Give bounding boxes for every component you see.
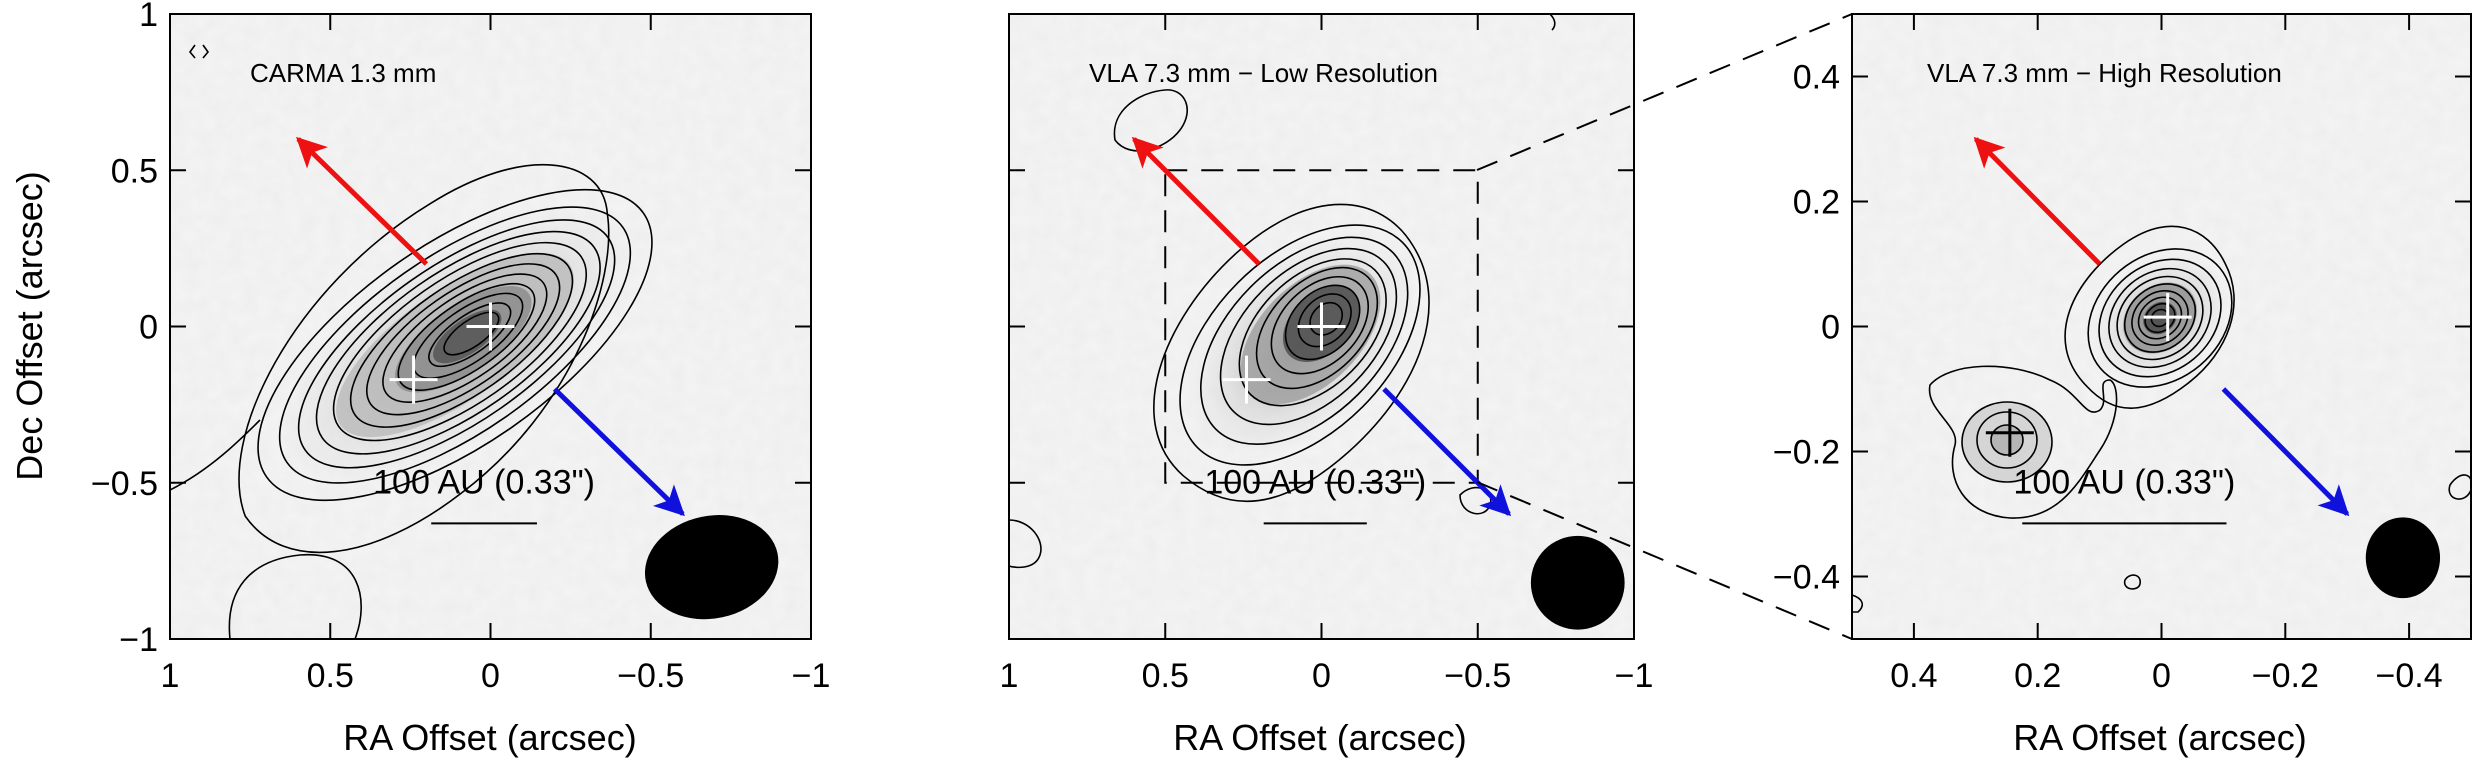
vla-low-source-marker: [1222, 355, 1271, 404]
vla-high-x-tick-label: 0.4: [1890, 657, 1937, 695]
carma-y-axis-title: Dec Offset (arcsec): [9, 171, 50, 480]
carma-x-tick-label: −1: [792, 657, 831, 695]
carma-x-axis-title: RA Offset (arcsec): [343, 717, 636, 758]
vla-high-overlay: 100 AU (0.33"): [1973, 136, 2441, 599]
carma-contours: [238, 163, 653, 554]
vla-high-y-tick-label: −0.4: [1773, 559, 1840, 597]
carma-y-tick-label: −0.5: [91, 465, 158, 503]
vla-low-x-axis-title: RA Offset (arcsec): [1173, 717, 1466, 758]
vla-high-source-marker: [2143, 293, 2192, 342]
vla-low-scale-bar-label: 100 AU (0.33"): [1204, 463, 1426, 501]
carma-x-tick-label: 0: [481, 657, 500, 695]
panel-vla-low: VLA 7.3 mm − Low Resolution 1 0.5 0 −0.5 −1 …: [1000, 13, 1654, 758]
carma-beam-ellipse: [644, 515, 779, 620]
carma-y-tick-label: 0: [139, 309, 158, 347]
vla-high-y-tick-label: 0: [1821, 309, 1840, 347]
vla-low-x-tick-label: −0.5: [1444, 657, 1511, 695]
vla-high-beam-ellipse: [2365, 517, 2441, 599]
vla-high-emission-map: [1852, 14, 2471, 639]
vla-low-redshifted-outflow-arrow: [1131, 136, 1261, 266]
carma-y-tick-label: 1: [139, 0, 158, 34]
vla-high-panel-title: VLA 7.3 mm − High Resolution: [1927, 58, 2282, 88]
vla-high-y-tick-label: 0.4: [1793, 59, 1840, 97]
vla-high-secondary-contours: [1852, 365, 2471, 613]
zoom-connector-lines: [1476, 13, 1853, 640]
carma-x-tick-label: 1: [161, 657, 180, 695]
vla-high-x-tick-label: −0.4: [2376, 657, 2443, 695]
vla-high-blueshifted-outflow-arrow: [2221, 387, 2350, 517]
vla-low-source-marker: [1297, 302, 1346, 351]
carma-overlay: 100 AU (0.33"): [296, 136, 779, 620]
carma-source-marker: [389, 355, 438, 404]
carma-x-tick-label: −0.5: [617, 657, 684, 695]
vla-high-y-tick-label: 0.2: [1793, 184, 1840, 222]
carma-y-tick-label: −1: [119, 621, 158, 659]
vla-low-x-tick-label: 1: [1000, 657, 1019, 695]
carma-blueshifted-outflow-arrow: [552, 387, 685, 517]
vla-low-x-tick-label: 0.5: [1142, 657, 1189, 695]
carma-redshifted-outflow-arrow: [296, 136, 429, 266]
vla-high-scale-bar-label: 100 AU (0.33"): [2013, 463, 2235, 501]
vla-low-beam-ellipse: [1530, 535, 1625, 630]
carma-panel-title: CARMA 1.3 mm: [250, 58, 436, 88]
carma-scale-bar-label: 100 AU (0.33"): [373, 463, 595, 501]
vla-low-overlay: 100 AU (0.33"): [1131, 136, 1625, 630]
vla-high-x-tick-label: 0: [2152, 657, 2171, 695]
panel-vla-high: VLA 7.3 mm − High Resolution 0.4 0.2 0 −0.2…: [1773, 13, 2472, 758]
vla-low-x-tick-label: −1: [1615, 657, 1654, 695]
vla-high-x-tick-label: 0.2: [2014, 657, 2061, 695]
vla-low-axis-ticks: 1 0.5 0 −0.5 −1: [1000, 13, 1654, 695]
vla-high-source-marker: [1985, 408, 2034, 457]
vla-high-axis-ticks: 0.4 0.2 0 −0.2 −0.4 0.4 0.2 0 −0.2 −0.4: [1773, 14, 2471, 695]
vla-high-x-tick-label: −0.2: [2252, 657, 2319, 695]
vla-low-blueshifted-outflow-arrow: [1382, 387, 1512, 517]
vla-high-x-axis-title: RA Offset (arcsec): [2013, 717, 2306, 758]
vla-high-y-tick-label: −0.2: [1773, 434, 1840, 472]
vla-low-zoom-box: [1164, 169, 1479, 484]
carma-axis-ticks: 1 0.5 0 −0.5 −110.50−0.5−1: [91, 0, 831, 695]
vla-low-panel-title: VLA 7.3 mm − Low Resolution: [1089, 58, 1438, 88]
vla-low-x-tick-label: 0: [1312, 657, 1331, 695]
carma-x-tick-label: 0.5: [307, 657, 354, 695]
panel-carma: CARMA 1.3 mm 1 0.5 0 −0.5 −110.50−0.5−1 100 …: [9, 0, 830, 758]
carma-source-marker: [466, 302, 515, 351]
carma-y-tick-label: 0.5: [111, 152, 158, 190]
vla-high-redshifted-outflow-arrow: [1973, 136, 2102, 266]
